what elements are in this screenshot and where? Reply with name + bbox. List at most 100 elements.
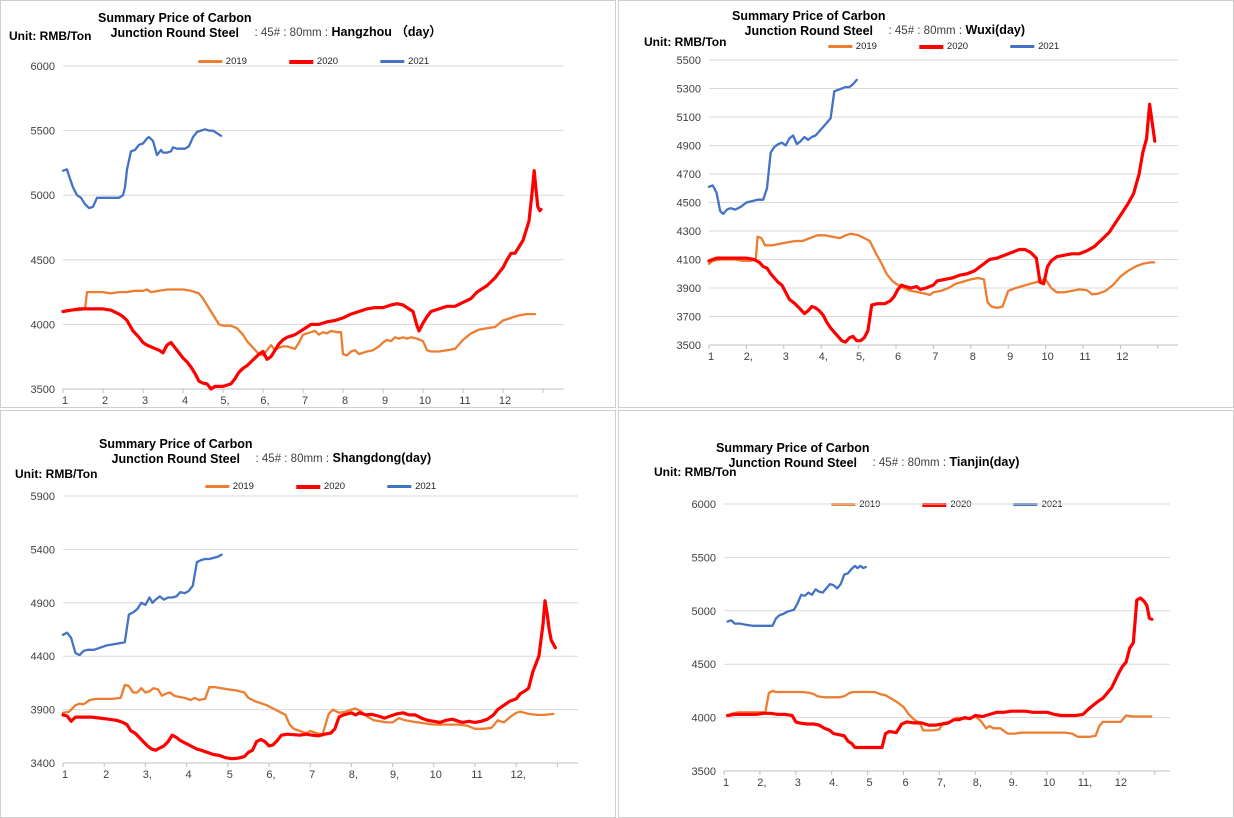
legend-item-2021: 2021 xyxy=(1008,41,1062,52)
x-tick-label: 2 xyxy=(103,769,109,781)
series-line-2019 xyxy=(707,232,1156,310)
x-tick-label: 7, xyxy=(937,777,946,789)
x-tick-label: 3, xyxy=(143,769,152,781)
legend-swatch-2021 xyxy=(387,485,412,488)
y-tick-label: 6000 xyxy=(31,61,55,73)
y-tick-label: 3900 xyxy=(677,283,701,295)
x-tick-label: 5, xyxy=(856,351,865,363)
legend-swatch-2021 xyxy=(1010,45,1035,48)
chart-panel-shangdong: Unit: RMB/Ton Summary Price of Carbon Ju… xyxy=(0,410,616,818)
x-tick-label: 11 xyxy=(471,769,482,781)
x-tick-label: 1 xyxy=(723,777,729,789)
title-spec: : 45# : 80mm : xyxy=(872,457,947,469)
x-tick-label: 6 xyxy=(895,351,901,363)
y-tick-label: 4500 xyxy=(692,659,716,671)
title-main: Summary Price of Carbon Junction Round S… xyxy=(98,11,252,41)
x-tick-label: 12 xyxy=(1115,777,1127,789)
legend-swatch-2019 xyxy=(197,60,222,63)
title-line1: Summary Price of Carbon xyxy=(716,441,870,455)
y-tick-label: 3700 xyxy=(677,312,701,324)
x-tick-label: 12 xyxy=(1116,351,1128,363)
series-line-2021 xyxy=(726,564,867,627)
x-tick-label: 1 xyxy=(62,395,68,407)
y-tick-label: 5000 xyxy=(692,606,716,618)
title-spec: : 45# : 80mm : xyxy=(888,25,963,37)
y-tick-label: 3500 xyxy=(31,384,55,396)
legend-swatch-2019 xyxy=(204,485,229,488)
series-line-2020 xyxy=(725,596,1154,750)
title-side: : 45# : 80mm : Wuxi(day) xyxy=(886,22,1026,39)
title-city: Tianjin(day) xyxy=(949,455,1020,469)
x-tick-label: 10 xyxy=(1041,351,1053,363)
x-tick-label: 6 xyxy=(902,777,908,789)
legend-item-2021: 2021 xyxy=(385,481,439,492)
x-tick-label: 3 xyxy=(783,351,789,363)
title-line1: Summary Price of Carbon xyxy=(99,437,253,451)
title-city: Hangzhou （day） xyxy=(331,25,442,39)
x-tick-label: 8, xyxy=(973,777,982,789)
legend-swatch-2020 xyxy=(288,59,313,64)
y-tick-label: 5000 xyxy=(31,190,55,202)
x-tick-label: 11, xyxy=(1078,777,1092,789)
x-tick-label: 3 xyxy=(795,777,801,789)
y-tick-label: 3500 xyxy=(692,766,716,778)
x-tick-label: 4. xyxy=(829,777,838,789)
legend-label: 2021 xyxy=(408,56,430,67)
y-tick-label: 4000 xyxy=(31,319,55,331)
legend-item-2019: 2019 xyxy=(195,56,249,67)
title-spec: : 45# : 80mm : xyxy=(255,453,330,465)
chart-panel-wuxi: Unit: RMB/Ton Summary Price of Carbon Ju… xyxy=(618,0,1234,408)
x-tick-label: 5, xyxy=(220,395,229,407)
y-tick-label: 5100 xyxy=(677,112,701,124)
legend-label: 2019 xyxy=(232,481,254,492)
x-tick-label: 12, xyxy=(511,769,526,781)
x-tick-label: 10 xyxy=(419,395,431,407)
legend-item-2019: 2019 xyxy=(202,481,256,492)
x-tick-label: 7 xyxy=(302,395,308,407)
series-line-2020 xyxy=(707,102,1157,344)
legend-label: 2019 xyxy=(225,56,247,67)
y-tick-label: 4500 xyxy=(677,198,701,210)
x-tick-label: 2, xyxy=(744,351,753,363)
x-tick-label: 6, xyxy=(260,395,269,407)
y-tick-label: 5500 xyxy=(31,126,55,138)
x-tick-label: 1 xyxy=(62,769,68,781)
x-tick-label: 2, xyxy=(757,777,766,789)
y-tick-label: 4000 xyxy=(692,713,716,725)
chart-title: Summary Price of Carbon Junction Round S… xyxy=(98,11,442,41)
x-tick-label: 8 xyxy=(970,351,976,363)
y-tick-label: 5900 xyxy=(31,491,55,503)
x-tick-label: 9. xyxy=(1009,777,1018,789)
chart-legend: 2019 2020 2021 xyxy=(195,56,432,67)
x-tick-label: 9 xyxy=(1007,351,1013,363)
y-tick-label: 4100 xyxy=(677,255,701,267)
x-tick-label: 10 xyxy=(1043,777,1055,789)
y-tick-label: 5400 xyxy=(31,544,55,556)
title-main: Summary Price of Carbon Junction Round S… xyxy=(732,9,886,39)
title-city: Shangdong(day) xyxy=(332,451,432,465)
plot-area: 6000 5500 5000 4500 4000 3500 1 2, 3 4. 5 6 7, 8, 9. 10… xyxy=(692,499,1170,789)
chart-panel-hangzhou: Unit: RMB/Ton Summary Price of Carbon Ju… xyxy=(0,0,616,408)
unit-label: Unit: RMB/Ton xyxy=(654,465,737,479)
y-tick-label: 4300 xyxy=(677,226,701,238)
title-side: : 45# : 80mm : Shangdong(day) xyxy=(253,450,432,467)
series-line-2019 xyxy=(61,683,555,736)
x-tick-label: 4 xyxy=(186,769,192,781)
x-tick-label: 9, xyxy=(390,769,399,781)
chart-legend: 2019 2020 2021 xyxy=(825,41,1062,52)
legend-label: 2020 xyxy=(323,481,346,492)
x-tick-label: 8 xyxy=(342,395,348,407)
y-tick-label: 5500 xyxy=(677,55,701,67)
title-side: : 45# : 80mm : Hangzhou （day） xyxy=(252,24,442,41)
chart-title: Summary Price of Carbon Junction Round S… xyxy=(99,437,431,467)
legend-swatch-2020 xyxy=(295,484,320,489)
y-tick-label: 3900 xyxy=(31,705,55,717)
title-line1: Summary Price of Carbon xyxy=(732,9,886,23)
x-tick-label: 10 xyxy=(430,769,442,781)
title-line2: Junction Round Steel xyxy=(111,452,240,466)
x-tick-label: 3 xyxy=(142,395,148,407)
x-tick-label: 12 xyxy=(499,395,511,407)
legend-item-2020: 2020 xyxy=(286,56,341,67)
